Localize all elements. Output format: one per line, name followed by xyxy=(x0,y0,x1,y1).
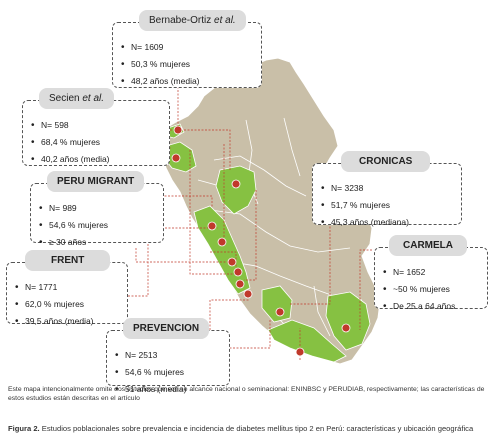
study-items: N= 598 68,4 % mujeres 40,2 años (media) xyxy=(31,117,163,168)
study-author: Secien xyxy=(49,93,80,104)
study-box-bernabe-ortiz: Bernabe-Ortiz et al. N= 1609 50,3 % muje… xyxy=(112,10,262,90)
study-locations xyxy=(171,125,351,357)
region-ayacucho xyxy=(261,285,293,323)
location-dot-lima-1 xyxy=(227,257,237,267)
study-box-carmela: CARMELA N= 1652 ~50 % mujeres De 25 a 64… xyxy=(374,235,488,311)
location-dot-chimbote xyxy=(207,221,217,231)
location-dot-tarapoto xyxy=(231,179,241,189)
study-etal: et al. xyxy=(82,93,105,104)
study-items: N= 1771 62,0 % mujeres 39,5 años (media) xyxy=(15,279,121,330)
study-item-women: 62,0 % mujeres xyxy=(15,296,121,313)
region-arequipa-tacna xyxy=(267,319,347,363)
location-dot-ayacucho xyxy=(275,307,285,317)
study-item-n: N= 989 xyxy=(39,200,157,217)
study-box-peru-migrant: PERU MIGRANT N= 989 54,6 % mujeres ≥ 30 … xyxy=(30,171,164,247)
study-box-prevencion: PREVENCION N= 2513 54,6 % mujeres 51 año… xyxy=(106,318,230,394)
study-header-bernabe-ortiz: Bernabe-Ortiz et al. xyxy=(139,10,246,31)
location-dot-lima-3 xyxy=(235,279,245,289)
location-dot-huaraz xyxy=(217,237,227,247)
study-items: N= 2513 54,6 % mujeres 51 años (media) xyxy=(115,347,223,398)
study-header-carmela: CARMELA xyxy=(389,235,467,256)
study-item-n: N= 3238 xyxy=(321,180,455,197)
region-puno xyxy=(325,291,371,351)
study-item-n: N= 1771 xyxy=(15,279,121,296)
study-header-peru-migrant: PERU MIGRANT xyxy=(47,171,145,192)
study-item-n: N= 1652 xyxy=(383,264,481,281)
study-items: N= 1652 ~50 % mujeres De 25 a 64 años xyxy=(383,264,481,315)
study-item-age: 45,3 años (mediana) xyxy=(321,214,455,231)
study-item-women: 54,6 % mujeres xyxy=(39,217,157,234)
study-item-age: De 25 a 64 años xyxy=(383,298,481,315)
study-item-women: 54,6 % mujeres xyxy=(115,364,223,381)
study-item-n: N= 1609 xyxy=(121,39,255,56)
region-san-martin xyxy=(215,165,257,215)
study-box-frent: FRENT N= 1771 62,0 % mujeres 39,5 años (… xyxy=(6,250,128,326)
study-header-frent: FRENT xyxy=(25,250,111,271)
caption-text: Estudios poblacionales sobre prevalencia… xyxy=(41,424,474,433)
study-item-age: ≥ 30 años xyxy=(39,234,157,251)
study-etal: et al. xyxy=(214,15,236,26)
location-dot-tumbes xyxy=(173,125,183,135)
study-items: N= 3238 51,7 % mujeres 45,3 años (median… xyxy=(321,180,455,231)
study-box-secien: Secien et al. N= 598 68,4 % mujeres 40,2… xyxy=(22,88,170,168)
study-item-age: 48,2 años (media) xyxy=(121,73,255,90)
study-item-women: 50,3 % mujeres xyxy=(121,56,255,73)
study-item-age: 51 años (media) xyxy=(115,381,223,398)
study-items: N= 1609 50,3 % mujeres 48,2 años (media) xyxy=(121,39,255,90)
study-items: N= 989 54,6 % mujeres ≥ 30 años xyxy=(39,200,157,251)
location-dot-puno xyxy=(341,323,351,333)
study-item-women: 68,4 % mujeres xyxy=(31,134,163,151)
location-dot-piura xyxy=(171,153,181,163)
study-header-prevencion: PREVENCION xyxy=(123,318,210,339)
study-author: Bernabe-Ortiz xyxy=(149,15,212,26)
location-dot-arequipa xyxy=(295,347,305,357)
study-header-secien: Secien et al. xyxy=(39,88,115,109)
study-item-age: 39,5 años (media) xyxy=(15,313,121,330)
study-box-cronicas: CRONICAS N= 3238 51,7 % mujeres 45,3 año… xyxy=(312,151,462,227)
location-dot-lima-2 xyxy=(233,267,243,277)
study-item-n: N= 2513 xyxy=(115,347,223,364)
study-item-age: 40,2 años (media) xyxy=(31,151,163,168)
figure-caption: Figura 2. Estudios poblacionales sobre p… xyxy=(8,424,498,433)
caption-label: Figura 2. xyxy=(8,424,40,433)
study-item-women: 51,7 % mujeres xyxy=(321,197,455,214)
location-dot-ica xyxy=(243,289,253,299)
footnote: Este mapa intencionalmente omite dos est… xyxy=(8,386,485,402)
study-header-cronicas: CRONICAS xyxy=(341,151,431,172)
study-item-n: N= 598 xyxy=(31,117,163,134)
study-item-women: ~50 % mujeres xyxy=(383,281,481,298)
